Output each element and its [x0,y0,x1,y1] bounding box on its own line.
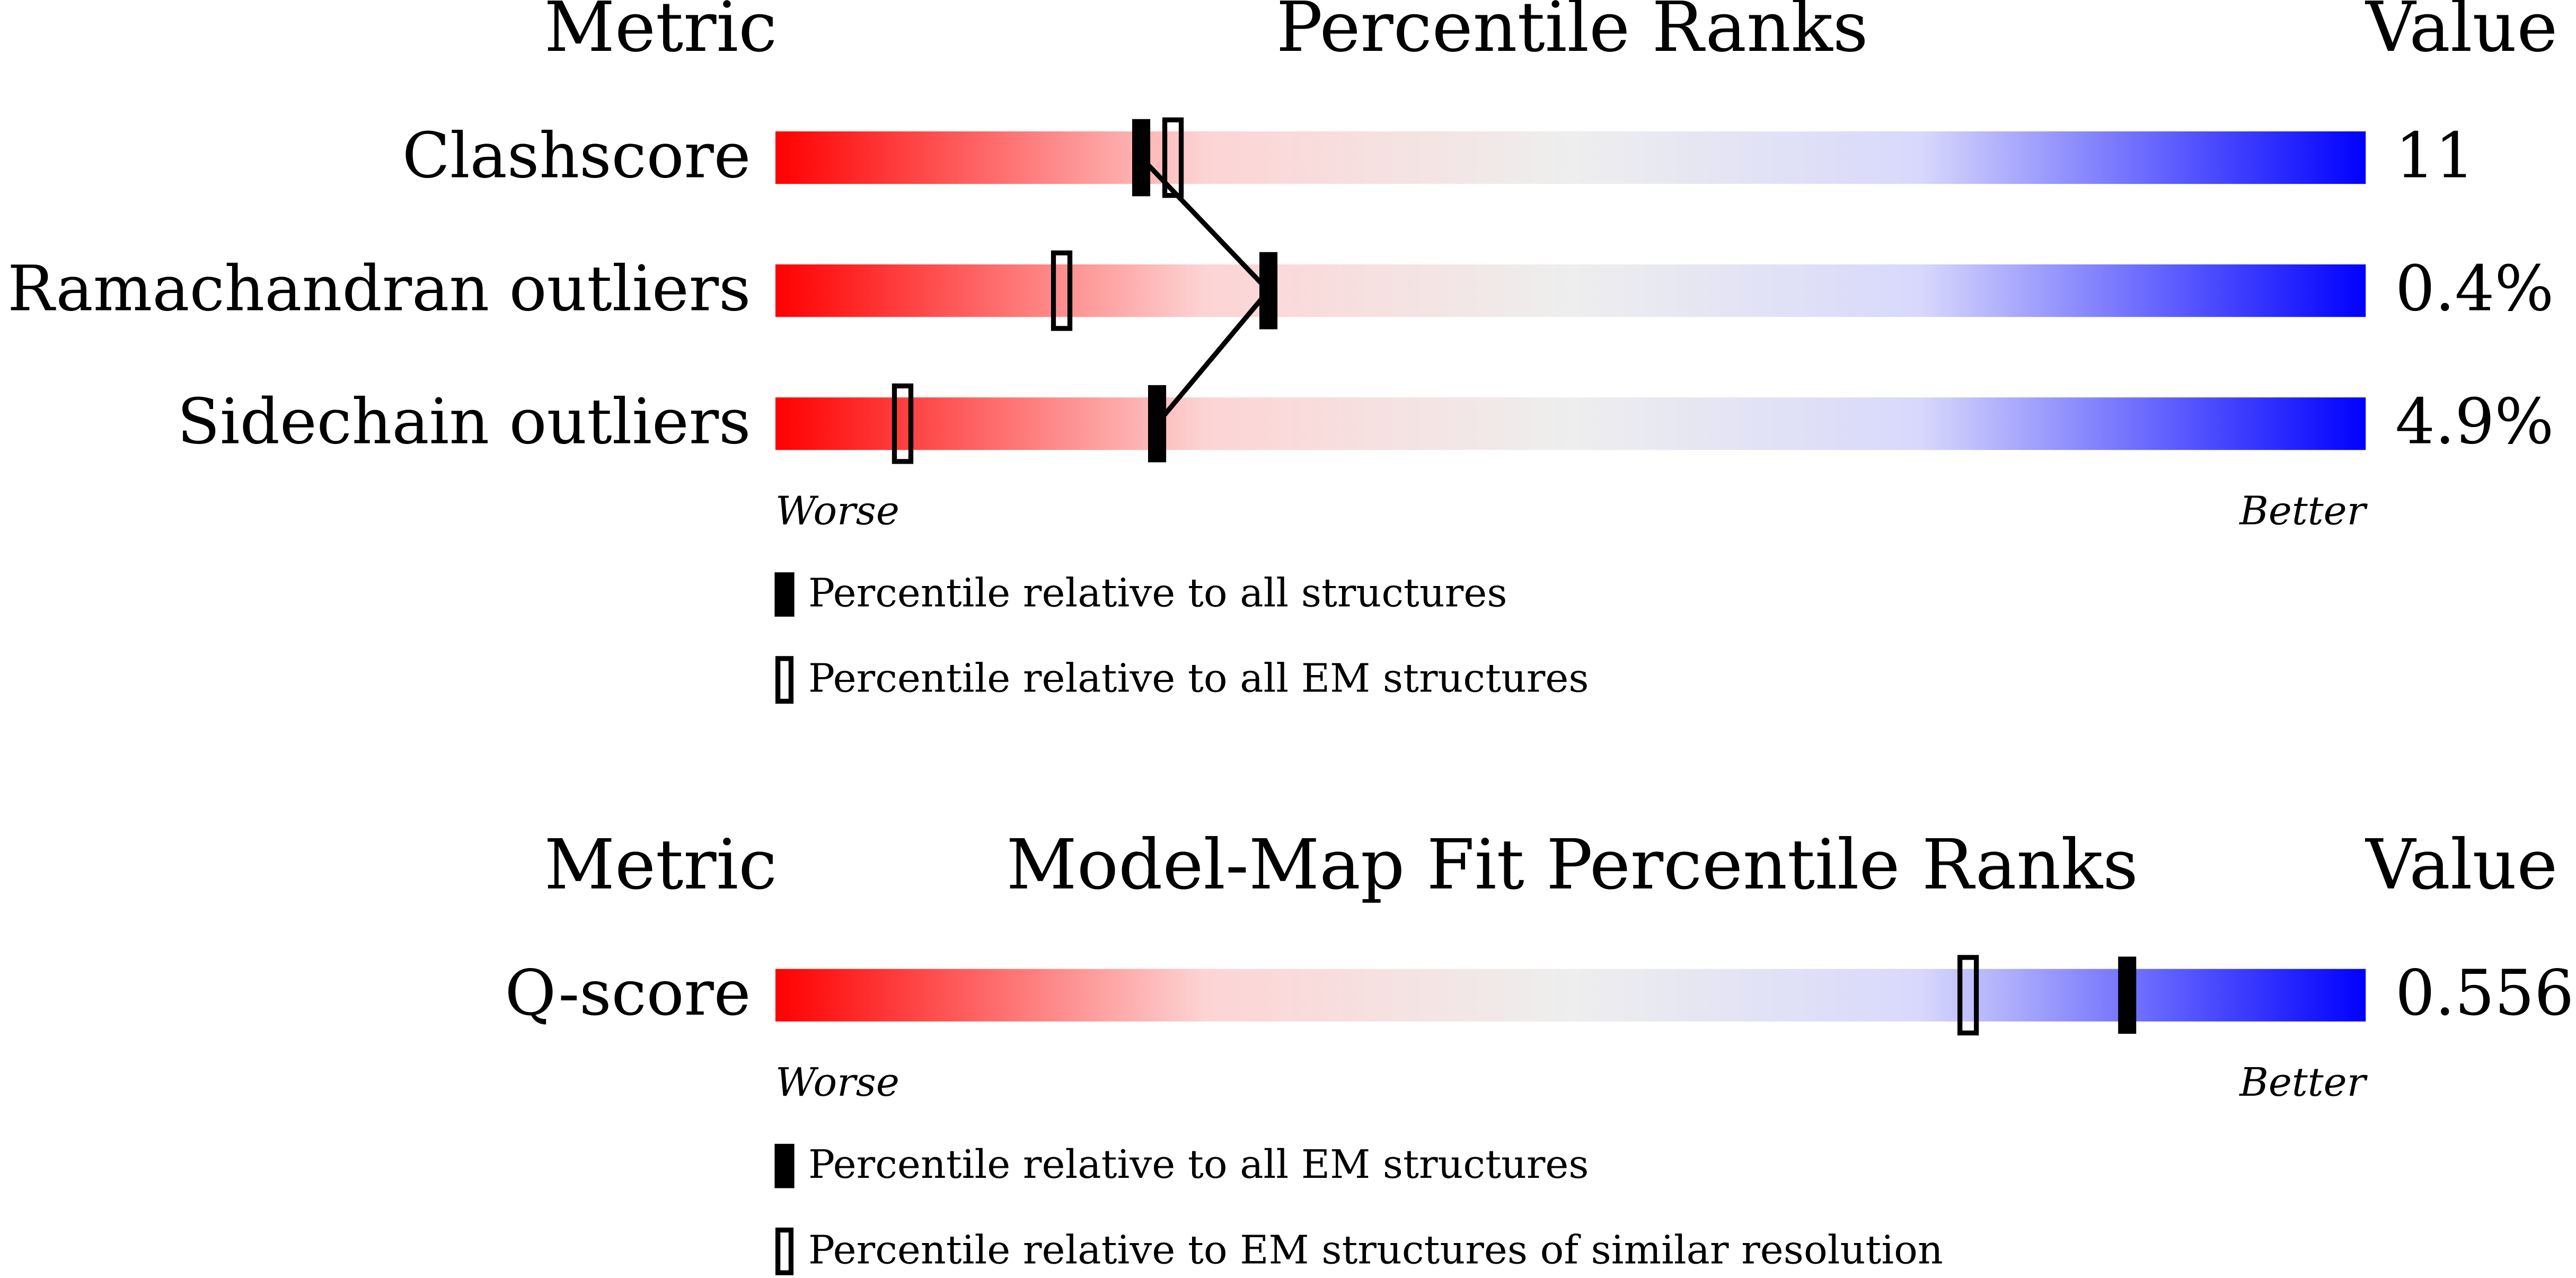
marker-filled [1132,119,1151,197]
percentile-bar [775,264,2366,317]
percentile-bar [775,131,2366,184]
better-label: Better [2238,1059,2368,1105]
header-value: Value [2365,0,2557,67]
header-value: Value [2365,824,2557,905]
legend-marker [774,1143,795,1188]
legend-marker [774,572,795,617]
legend-marker [775,1227,794,1275]
legend-label: Percentile relative to EM structures of … [808,1227,1943,1273]
metric-label: Clashscore [402,119,751,192]
percentile-bar [775,969,2366,1022]
metric-value: 4.9% [2395,385,2554,458]
header-metric: Metric [544,824,777,905]
metric-label: Ramachandran outliers [7,252,751,325]
header-metric: Metric [544,0,777,67]
legend-label: Percentile relative to all EM structures [808,655,1589,702]
worse-label: Worse [775,1059,899,1105]
header-title: Model-Map Fit Percentile Ranks [1006,824,2138,905]
marker-filled [1259,252,1278,330]
legend-marker [775,656,794,704]
marker-filled [1148,385,1167,463]
worse-label: Worse [775,488,899,534]
marker-hollow [892,383,914,464]
metric-value: 0.556 [2395,957,2574,1030]
legend-label: Percentile relative to all structures [808,570,1507,616]
marker-hollow [1957,955,1979,1036]
marker-hollow [1051,250,1073,331]
metric-label: Q-score [505,957,751,1030]
better-label: Better [2238,488,2368,534]
metric-value: 11 [2395,119,2475,192]
header-title: Percentile Ranks [1276,0,1868,67]
metric-label: Sidechain outliers [177,385,751,458]
marker-filled [2118,956,2137,1034]
marker-hollow [1162,117,1184,198]
metric-value: 0.4% [2395,252,2554,325]
legend-label: Percentile relative to all EM structures [808,1141,1589,1187]
percentile-bar [775,397,2366,450]
